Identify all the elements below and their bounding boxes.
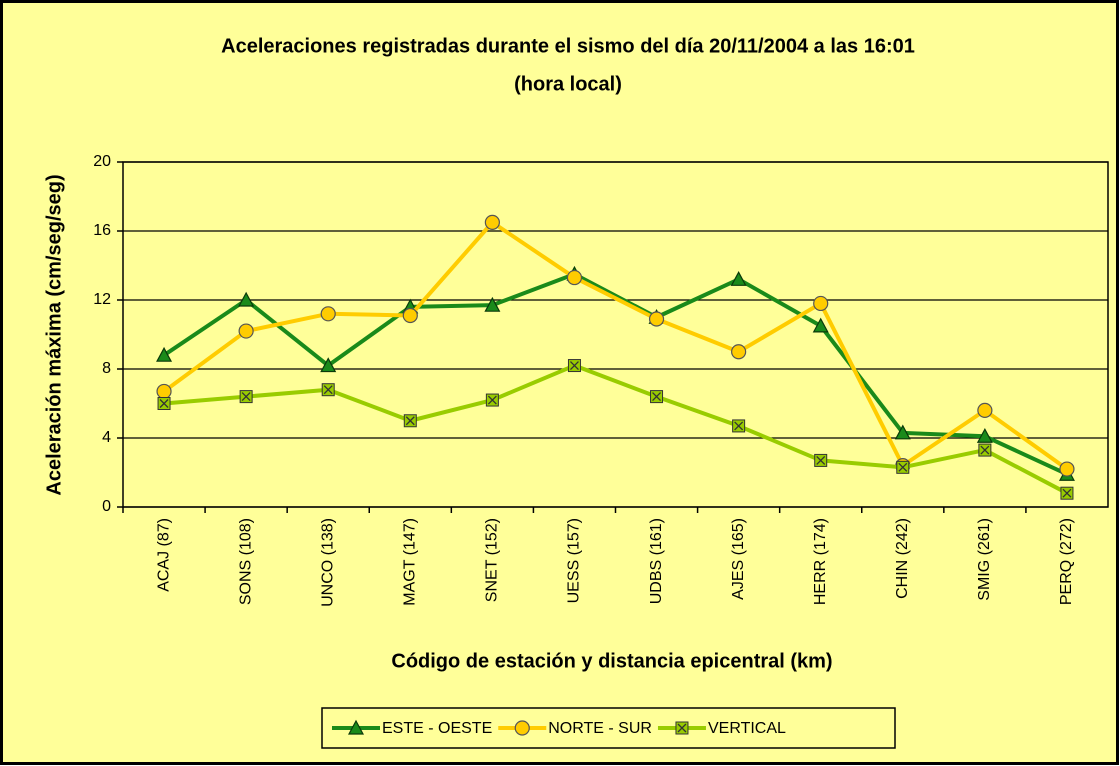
square-cross (159, 399, 169, 408)
legend-label: NORTE - SUR (548, 720, 652, 737)
legend (321, 707, 896, 749)
square-cross (816, 455, 826, 465)
triangle-marker (484, 296, 501, 312)
marker (814, 453, 828, 467)
marker (813, 295, 829, 312)
marker (978, 443, 992, 457)
marker (894, 424, 911, 440)
square-cross (487, 395, 497, 405)
marker (347, 719, 365, 735)
x-tick-label: SNET (152) (484, 518, 501, 602)
x-tick-label: HERR (174) (812, 518, 829, 605)
y-tick-label: 16 (93, 222, 111, 239)
x-tick-label: AJES (165) (730, 518, 747, 600)
marker (977, 402, 993, 418)
x-axis-label: Código de estación y distancia epicentra… (391, 650, 832, 672)
x-tick-label: CHIN (242) (894, 518, 911, 599)
x-tick-label: SMIG (261) (976, 518, 993, 601)
marker (650, 390, 664, 404)
x-tick-label: UDBS (161) (648, 518, 665, 604)
triangle-marker (320, 357, 337, 373)
circle-marker (320, 306, 336, 322)
marker (896, 460, 910, 474)
triangle-marker (238, 291, 255, 307)
y-tick-label: 0 (102, 498, 111, 515)
triangle-marker (347, 719, 365, 735)
circle-marker (1059, 461, 1075, 477)
x-tick-label: UNCO (138) (319, 518, 336, 607)
x-tick-label: UESS (157) (566, 518, 583, 603)
marker (320, 357, 337, 373)
chart-title: Aceleraciones registradas durante el sis… (221, 35, 915, 57)
circle-marker (731, 344, 747, 360)
marker (321, 383, 335, 397)
series-line (162, 220, 1069, 471)
marker (402, 307, 418, 324)
marker (320, 306, 336, 322)
y-axis-label: Aceleración máxima (cm/seg/seg) (43, 174, 65, 495)
marker (732, 419, 746, 433)
legend-label: ESTE - OESTE (382, 720, 492, 737)
circle-marker (156, 383, 172, 400)
square-cross (898, 462, 908, 472)
square-cross (1062, 488, 1072, 498)
marker (514, 720, 530, 736)
square-cross (569, 361, 579, 371)
circle-marker (648, 311, 665, 327)
marker (403, 414, 417, 428)
y-tick-label: 12 (93, 291, 111, 308)
marker (156, 346, 173, 362)
triangle-marker (730, 271, 747, 286)
triangle-marker (812, 317, 829, 333)
marker (730, 271, 747, 286)
marker (976, 428, 993, 443)
x-tick-label: MAGT (147) (402, 518, 419, 606)
triangle-marker (976, 428, 993, 443)
square-cross (734, 421, 744, 431)
square-cross (405, 416, 415, 426)
marker (157, 397, 171, 410)
y-tick-label: 20 (93, 153, 111, 170)
chart-subtitle: (hora local) (514, 73, 622, 95)
marker (484, 214, 500, 230)
series-line (163, 363, 1068, 495)
marker (675, 721, 689, 735)
marker (238, 323, 254, 339)
circle-marker (566, 269, 583, 286)
marker (1060, 486, 1074, 500)
circle-marker (977, 402, 993, 418)
y-tick-label: 4 (102, 429, 111, 446)
y-tick-label: 8 (102, 360, 111, 377)
marker (648, 311, 665, 327)
x-tick-label: ACAJ (87) (155, 518, 172, 592)
circle-marker (484, 214, 500, 230)
marker (1059, 461, 1075, 477)
legend-label: VERTICAL (708, 720, 786, 737)
circle-marker (514, 720, 530, 736)
marker (566, 269, 583, 286)
marker (484, 296, 501, 312)
triangle-marker (894, 424, 911, 440)
marker (238, 291, 255, 307)
x-tick-label: SONS (108) (237, 518, 254, 605)
x-tick-label: PERQ (272) (1058, 518, 1075, 605)
circle-marker (813, 295, 829, 312)
circle-marker (402, 307, 418, 324)
square-cross (980, 445, 990, 455)
marker (567, 359, 581, 373)
marker (812, 317, 829, 333)
marker (239, 390, 253, 404)
square-cross (241, 392, 251, 402)
triangle-marker (156, 346, 173, 362)
square-cross (677, 723, 687, 733)
square-cross (323, 385, 333, 395)
marker (485, 393, 499, 407)
series-line (162, 272, 1068, 477)
square-cross (652, 392, 662, 402)
circle-marker (238, 323, 254, 339)
marker (156, 383, 172, 400)
marker (731, 344, 747, 360)
